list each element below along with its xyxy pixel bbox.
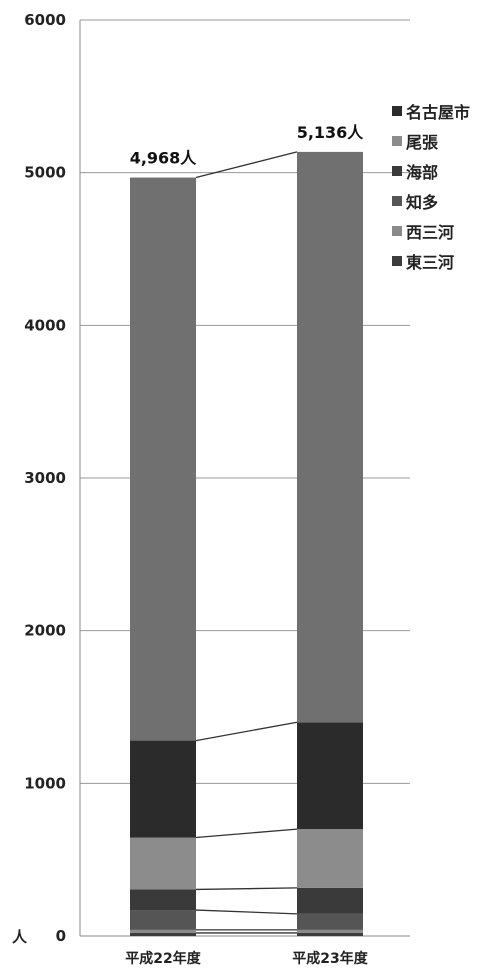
total-label: 5,136人 xyxy=(297,123,365,142)
legend-swatch xyxy=(392,226,402,236)
legend-item: 尾張 xyxy=(392,126,470,156)
legend-label: 海部 xyxy=(406,163,439,182)
connector-line xyxy=(195,887,298,891)
bar-segment xyxy=(130,910,196,930)
bar-segment xyxy=(297,932,363,936)
y-axis-unit-label: 人 xyxy=(12,928,28,946)
total-label: 4,968人 xyxy=(130,149,198,168)
legend-item: 名古屋市 xyxy=(392,96,470,126)
legend-label: 尾張 xyxy=(406,133,439,152)
bar-segment xyxy=(130,740,196,838)
bar-segment xyxy=(297,929,363,933)
y-tick-label: 6000 xyxy=(24,11,66,29)
legend-item: 知多 xyxy=(392,186,470,216)
connector-line xyxy=(195,721,298,742)
legend-label: 東三河 xyxy=(406,253,455,272)
legend-item: 海部 xyxy=(392,156,470,186)
bar-segment xyxy=(130,177,196,741)
bar-segment xyxy=(130,932,196,936)
legend-swatch xyxy=(392,256,402,266)
legend-item: 東三河 xyxy=(392,246,470,276)
bar-segment xyxy=(130,889,196,911)
legend-item: 西三河 xyxy=(392,216,470,246)
bar-segment xyxy=(130,837,196,890)
legend-swatch xyxy=(392,196,402,206)
legend-label: 名古屋市 xyxy=(406,103,471,122)
legend-swatch xyxy=(392,136,402,146)
legend: 名古屋市尾張海部知多西三河東三河 xyxy=(392,96,470,276)
bar-segment xyxy=(297,722,363,830)
legend-label: 西三河 xyxy=(406,223,455,242)
y-tick-label: 0 xyxy=(56,927,66,945)
connector-lines xyxy=(195,151,298,934)
legend-swatch xyxy=(392,166,402,176)
x-category-label: 平成22年度 xyxy=(125,950,201,967)
y-tick-label: 4000 xyxy=(24,316,66,334)
connector-line xyxy=(195,909,298,915)
y-tick-label: 1000 xyxy=(24,774,66,792)
y-tick-label: 2000 xyxy=(24,622,66,640)
bar-segment xyxy=(297,887,363,914)
legend-swatch xyxy=(392,106,402,116)
bar-segment xyxy=(297,829,363,888)
x-category-label: 平成23年度 xyxy=(292,950,368,967)
y-tick-label: 5000 xyxy=(24,164,66,182)
connector-line xyxy=(195,151,298,179)
y-tick-label: 3000 xyxy=(24,469,66,487)
legend-label: 知多 xyxy=(406,193,439,212)
bars xyxy=(130,151,363,936)
bar-segment xyxy=(297,913,363,930)
bar-segment xyxy=(297,151,363,723)
connector-line xyxy=(195,828,298,839)
bar-segment xyxy=(130,929,196,933)
